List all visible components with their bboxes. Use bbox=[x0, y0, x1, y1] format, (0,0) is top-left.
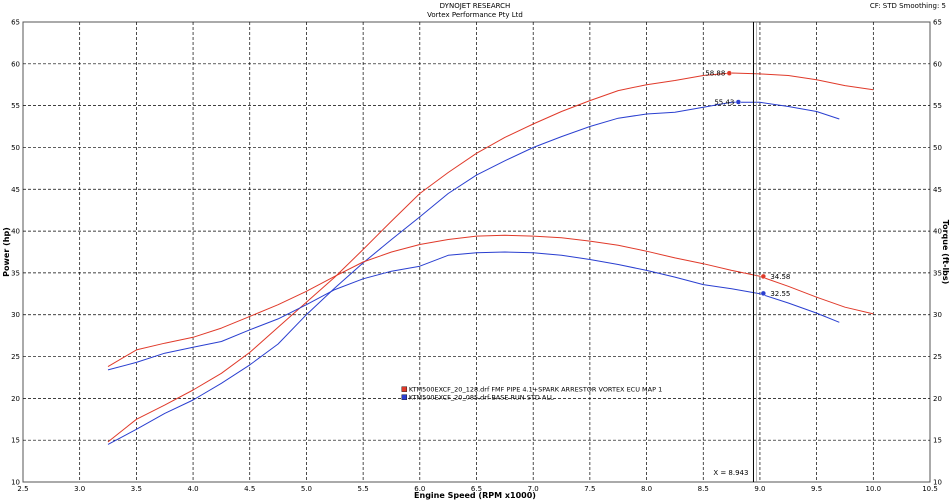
legend-entry: KTM500EXCF_20_128.drf FMF PIPE 4.1+SPARK… bbox=[409, 386, 662, 394]
x-tick-label: 7.5 bbox=[584, 485, 595, 493]
x-tick-label: 2.5 bbox=[17, 485, 28, 493]
cursor-group: X = 8.943 bbox=[713, 22, 757, 482]
legend-entry: KTM500EXCF_20_085.drf BASE RUN STD ALL bbox=[409, 394, 554, 402]
y-axis-right-label: Torque (ft-lbs) bbox=[941, 220, 950, 285]
y-tick-label-left: 40 bbox=[11, 228, 20, 236]
marker-group: 58.88 55.43 34.58 32.55 bbox=[705, 70, 790, 298]
marker-power_red bbox=[726, 70, 733, 76]
x-tick-label: 8.5 bbox=[698, 485, 709, 493]
y-tick-label-right: 55 bbox=[933, 102, 942, 110]
y-tick-label-left: 35 bbox=[11, 269, 20, 277]
x-tick-label: 9.5 bbox=[811, 485, 822, 493]
y-tick-label-left: 10 bbox=[11, 479, 20, 487]
cursor-readout: X = 8.943 bbox=[713, 469, 748, 477]
y-tick-label-right: 20 bbox=[933, 395, 942, 403]
y-axis-left-label: Power (hp) bbox=[2, 227, 11, 277]
x-axis-label: Engine Speed (RPM x1000) bbox=[414, 491, 536, 500]
grid-lines bbox=[23, 22, 930, 482]
y-tick-label-right: 65 bbox=[933, 19, 942, 27]
y-tick-label-left: 60 bbox=[11, 60, 20, 68]
chart-title: DYNOJET RESEARCH bbox=[439, 2, 511, 10]
series-line-power_blue bbox=[107, 101, 840, 445]
y-tick-label-left: 15 bbox=[11, 437, 20, 445]
y-tick-label-right: 35 bbox=[933, 269, 942, 277]
y-tick-label-right: 40 bbox=[933, 228, 942, 236]
y-tick-label-right: 60 bbox=[933, 60, 942, 68]
series-lines bbox=[107, 72, 874, 445]
correction-smoothing-readout: CF: STD Smoothing: 5 bbox=[869, 2, 946, 10]
marker-torque_blue bbox=[760, 290, 767, 297]
y-tick-label-left: 30 bbox=[11, 311, 20, 319]
marker-label-torque_blue: 32.55 bbox=[770, 290, 790, 298]
chart-subtitle: Vortex Performance Pty Ltd bbox=[427, 11, 523, 19]
y-tick-label-right: 25 bbox=[933, 353, 942, 361]
y-tick-label-left: 50 bbox=[11, 144, 20, 152]
y-tick-label-left: 25 bbox=[11, 353, 20, 361]
x-tick-label: 6.0 bbox=[414, 485, 425, 493]
x-tick-label: 5.5 bbox=[358, 485, 369, 493]
y-tick-label-left: 20 bbox=[11, 395, 20, 403]
x-tick-label: 10.0 bbox=[866, 485, 882, 493]
x-tick-label: 10.5 bbox=[922, 485, 938, 493]
y-tick-label-right: 30 bbox=[933, 311, 942, 319]
x-tick-label: 3.0 bbox=[74, 485, 85, 493]
y-tick-label-right: 45 bbox=[933, 186, 942, 194]
marker-label-power_blue: 55.43 bbox=[714, 99, 734, 107]
y-tick-label-left: 55 bbox=[11, 102, 20, 110]
x-tick-label: 4.0 bbox=[187, 485, 198, 493]
x-tick-label: 5.0 bbox=[301, 485, 312, 493]
series-line-torque_red bbox=[107, 234, 874, 368]
marker-label-power_red: 58.88 bbox=[705, 70, 725, 78]
marker-torque_red bbox=[760, 273, 767, 280]
x-tick-label: 7.0 bbox=[528, 485, 539, 493]
legend-swatch bbox=[401, 386, 408, 392]
series-line-torque_blue bbox=[107, 251, 840, 371]
series-line-power_red bbox=[107, 72, 874, 443]
y-tick-label-right: 15 bbox=[933, 437, 942, 445]
x-tick-label: 4.5 bbox=[244, 485, 255, 493]
marker-label-torque_red: 34.58 bbox=[770, 273, 790, 281]
x-tick-label: 8.0 bbox=[641, 485, 652, 493]
y-tick-label-right: 10 bbox=[933, 479, 942, 487]
y-tick-label-right: 50 bbox=[933, 144, 942, 152]
y-tick-label-left: 45 bbox=[11, 186, 20, 194]
legend-swatch bbox=[401, 394, 408, 400]
x-tick-label: 9.0 bbox=[754, 485, 765, 493]
x-tick-label: 3.5 bbox=[131, 485, 142, 493]
x-tick-label: 6.5 bbox=[471, 485, 482, 493]
legend: KTM500EXCF_20_128.drf FMF PIPE 4.1+SPARK… bbox=[401, 386, 662, 402]
marker-power_blue bbox=[735, 99, 742, 105]
axis-ticks: 2.5 3.0 3.5 4.0 4.5 5.0 5.5 6.0 6.5 7.0 7.5 8.0 8.5 9… bbox=[11, 19, 942, 494]
y-tick-label-left: 65 bbox=[11, 19, 20, 27]
